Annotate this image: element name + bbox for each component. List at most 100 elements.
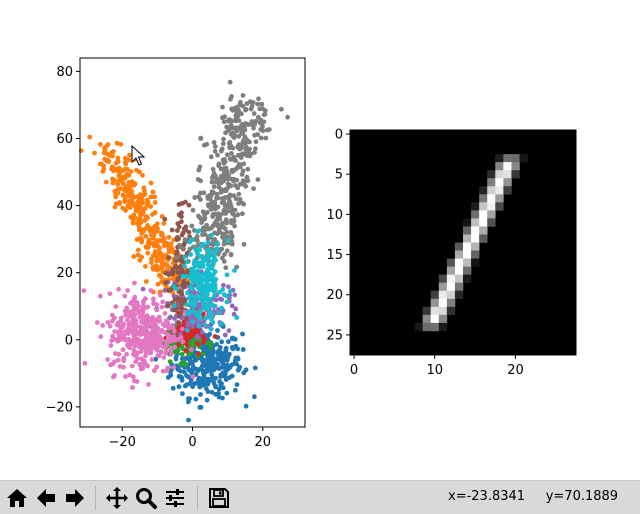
scatter-point	[196, 351, 202, 357]
scatter-point	[232, 213, 238, 219]
scatter-plot[interactable]: −20 0 20 −20 0 20 40 60 80	[46, 57, 306, 450]
scatter-point	[158, 289, 163, 295]
scatter-point	[184, 373, 189, 378]
scatter-point	[233, 196, 239, 202]
scatter-point	[224, 375, 230, 381]
scatter-point	[240, 93, 246, 98]
scatter-point	[247, 139, 252, 145]
scatter-point	[145, 346, 151, 352]
scatter-point	[152, 194, 158, 200]
zoom-button[interactable]	[133, 485, 159, 511]
scatter-point	[125, 317, 130, 323]
scatter-point	[158, 292, 163, 298]
image-pixel	[463, 226, 472, 235]
scatter-point	[135, 199, 141, 204]
scatter-point	[178, 335, 184, 340]
scatter-series	[78, 134, 194, 316]
image-pixel	[511, 154, 520, 163]
scatter-point	[249, 119, 255, 124]
scatter-point	[143, 353, 149, 359]
scatter-point	[137, 315, 143, 320]
scatter-point	[255, 101, 261, 107]
scatter-point	[117, 324, 123, 330]
scatter-point	[228, 288, 233, 294]
scatter-point	[222, 252, 227, 257]
scatter-point	[260, 123, 265, 129]
scatter-point	[218, 173, 224, 179]
forward-button[interactable]	[62, 485, 88, 511]
scatter-point	[118, 334, 124, 339]
scatter-point	[133, 352, 139, 358]
configure-subplots-icon	[166, 489, 184, 507]
scatter-point	[165, 243, 171, 248]
pan-button[interactable]	[104, 485, 130, 511]
forward-icon	[66, 489, 84, 507]
y-tick-label: 60	[56, 132, 73, 147]
configure-subplots-button[interactable]	[162, 485, 188, 511]
scatter-point	[209, 389, 215, 395]
scatter-point	[161, 355, 167, 360]
scatter-point	[240, 103, 246, 109]
image-pixel	[495, 154, 504, 163]
scatter-point	[141, 314, 146, 320]
scatter-point	[266, 127, 272, 132]
digit-image-plot[interactable]: 0 10 20 0 5 10 15 20 25	[326, 128, 577, 378]
scatter-point	[175, 269, 181, 275]
scatter-point	[156, 266, 162, 272]
scatter-point	[151, 296, 156, 302]
scatter-point	[211, 184, 217, 190]
scatter-point	[226, 339, 231, 345]
save-button[interactable]	[206, 485, 232, 511]
scatter-point	[236, 201, 241, 206]
x-tick-label: 20	[255, 435, 272, 450]
back-button[interactable]	[33, 485, 59, 511]
image-pixel	[479, 194, 488, 203]
y-tick-label: 80	[56, 65, 73, 80]
scatter-point	[240, 211, 245, 217]
scatter-point	[104, 151, 109, 157]
scatter-point	[201, 300, 206, 306]
scatter-point	[133, 359, 139, 364]
scatter-point	[113, 194, 118, 200]
scatter-point	[163, 280, 169, 285]
scatter-point	[239, 172, 245, 177]
scatter-point	[220, 210, 226, 216]
image-x-tick-label: 0	[350, 363, 358, 378]
scatter-point	[202, 358, 208, 363]
scatter-point	[181, 284, 187, 290]
image-pixel	[471, 250, 480, 259]
scatter-point	[187, 396, 193, 402]
scatter-point	[252, 150, 257, 155]
scatter-point	[120, 181, 126, 187]
home-button[interactable]	[4, 485, 30, 511]
image-pixel	[487, 202, 496, 211]
scatter-point	[160, 322, 166, 327]
scatter-point	[169, 324, 175, 329]
scatter-point	[221, 259, 227, 264]
scatter-point	[131, 378, 137, 384]
scatter-point	[193, 278, 199, 284]
scatter-point	[214, 231, 220, 237]
scatter-series	[171, 228, 240, 333]
scatter-point	[161, 235, 167, 241]
scatter-point	[122, 293, 128, 299]
scatter-point	[185, 281, 191, 286]
image-pixel	[487, 170, 496, 179]
toolbar-separator	[197, 486, 198, 510]
scatter-point	[140, 365, 146, 371]
scatter-point	[196, 213, 201, 219]
image-pixel	[430, 322, 440, 332]
scatter-point	[209, 317, 215, 322]
image-x-tick-label: 20	[507, 363, 524, 378]
scatter-point	[192, 358, 198, 363]
scatter-point	[100, 323, 105, 328]
scatter-point	[217, 345, 223, 350]
scatter-point	[212, 334, 218, 339]
image-pixel	[454, 282, 464, 292]
scatter-point	[188, 252, 194, 257]
scatter-point	[114, 140, 120, 146]
scatter-point	[240, 141, 246, 146]
scatter-point	[220, 234, 225, 240]
scatter-point	[140, 200, 146, 206]
scatter-point	[128, 169, 134, 174]
